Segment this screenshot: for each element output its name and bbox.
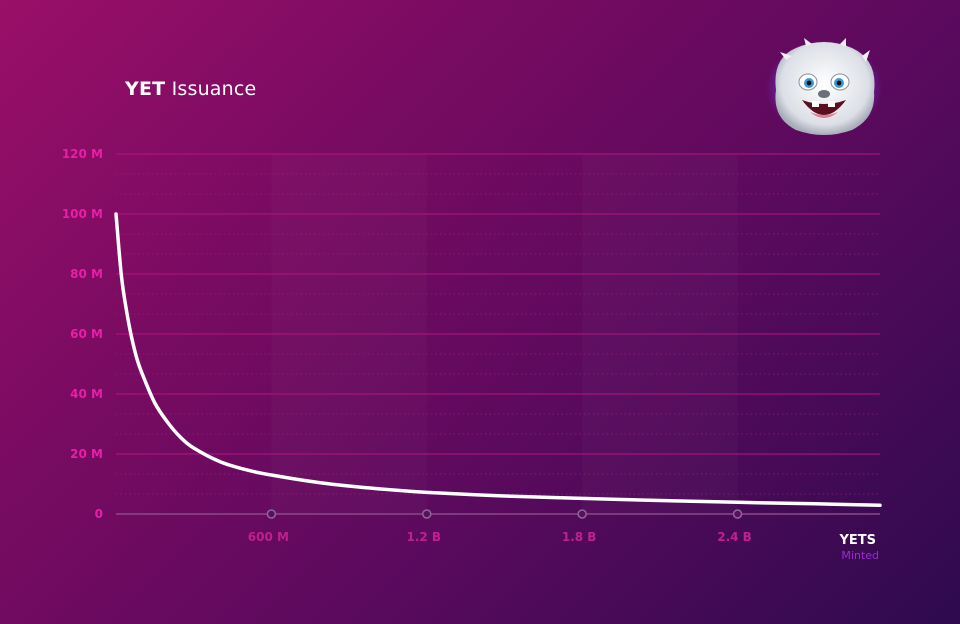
- x-tick-marker: [422, 509, 432, 519]
- chart-title-rest: Issuance: [171, 78, 257, 100]
- x-tick-marker: [732, 509, 743, 519]
- x-axis-sublabel: Minted: [841, 549, 879, 562]
- chart-title: YET Issuance: [125, 78, 256, 100]
- y-tick-label: 80 M: [70, 267, 103, 281]
- yeti-mascot-icon: [766, 38, 882, 136]
- x-tick-label: 600 M: [248, 530, 289, 544]
- y-tick-label: 40 M: [70, 387, 103, 401]
- y-tick-label: 0: [95, 507, 103, 521]
- chart-title-bold: YET: [125, 78, 166, 100]
- x-tick-label: 1.2 B: [406, 530, 441, 544]
- x-tick-label: 2.4 B: [717, 530, 752, 544]
- x-tick-label: 1.8 B: [562, 530, 597, 544]
- y-tick-label: 120 M: [62, 147, 103, 161]
- y-tick-label: 20 M: [70, 447, 103, 461]
- x-axis-label: YETS: [838, 533, 876, 548]
- x-tick-marker: [577, 509, 587, 519]
- issuance-line: [114, 212, 882, 508]
- x-tick-marker: [266, 509, 277, 519]
- y-tick-label: 60 M: [70, 327, 103, 341]
- y-tick-label: 100 M: [62, 207, 103, 221]
